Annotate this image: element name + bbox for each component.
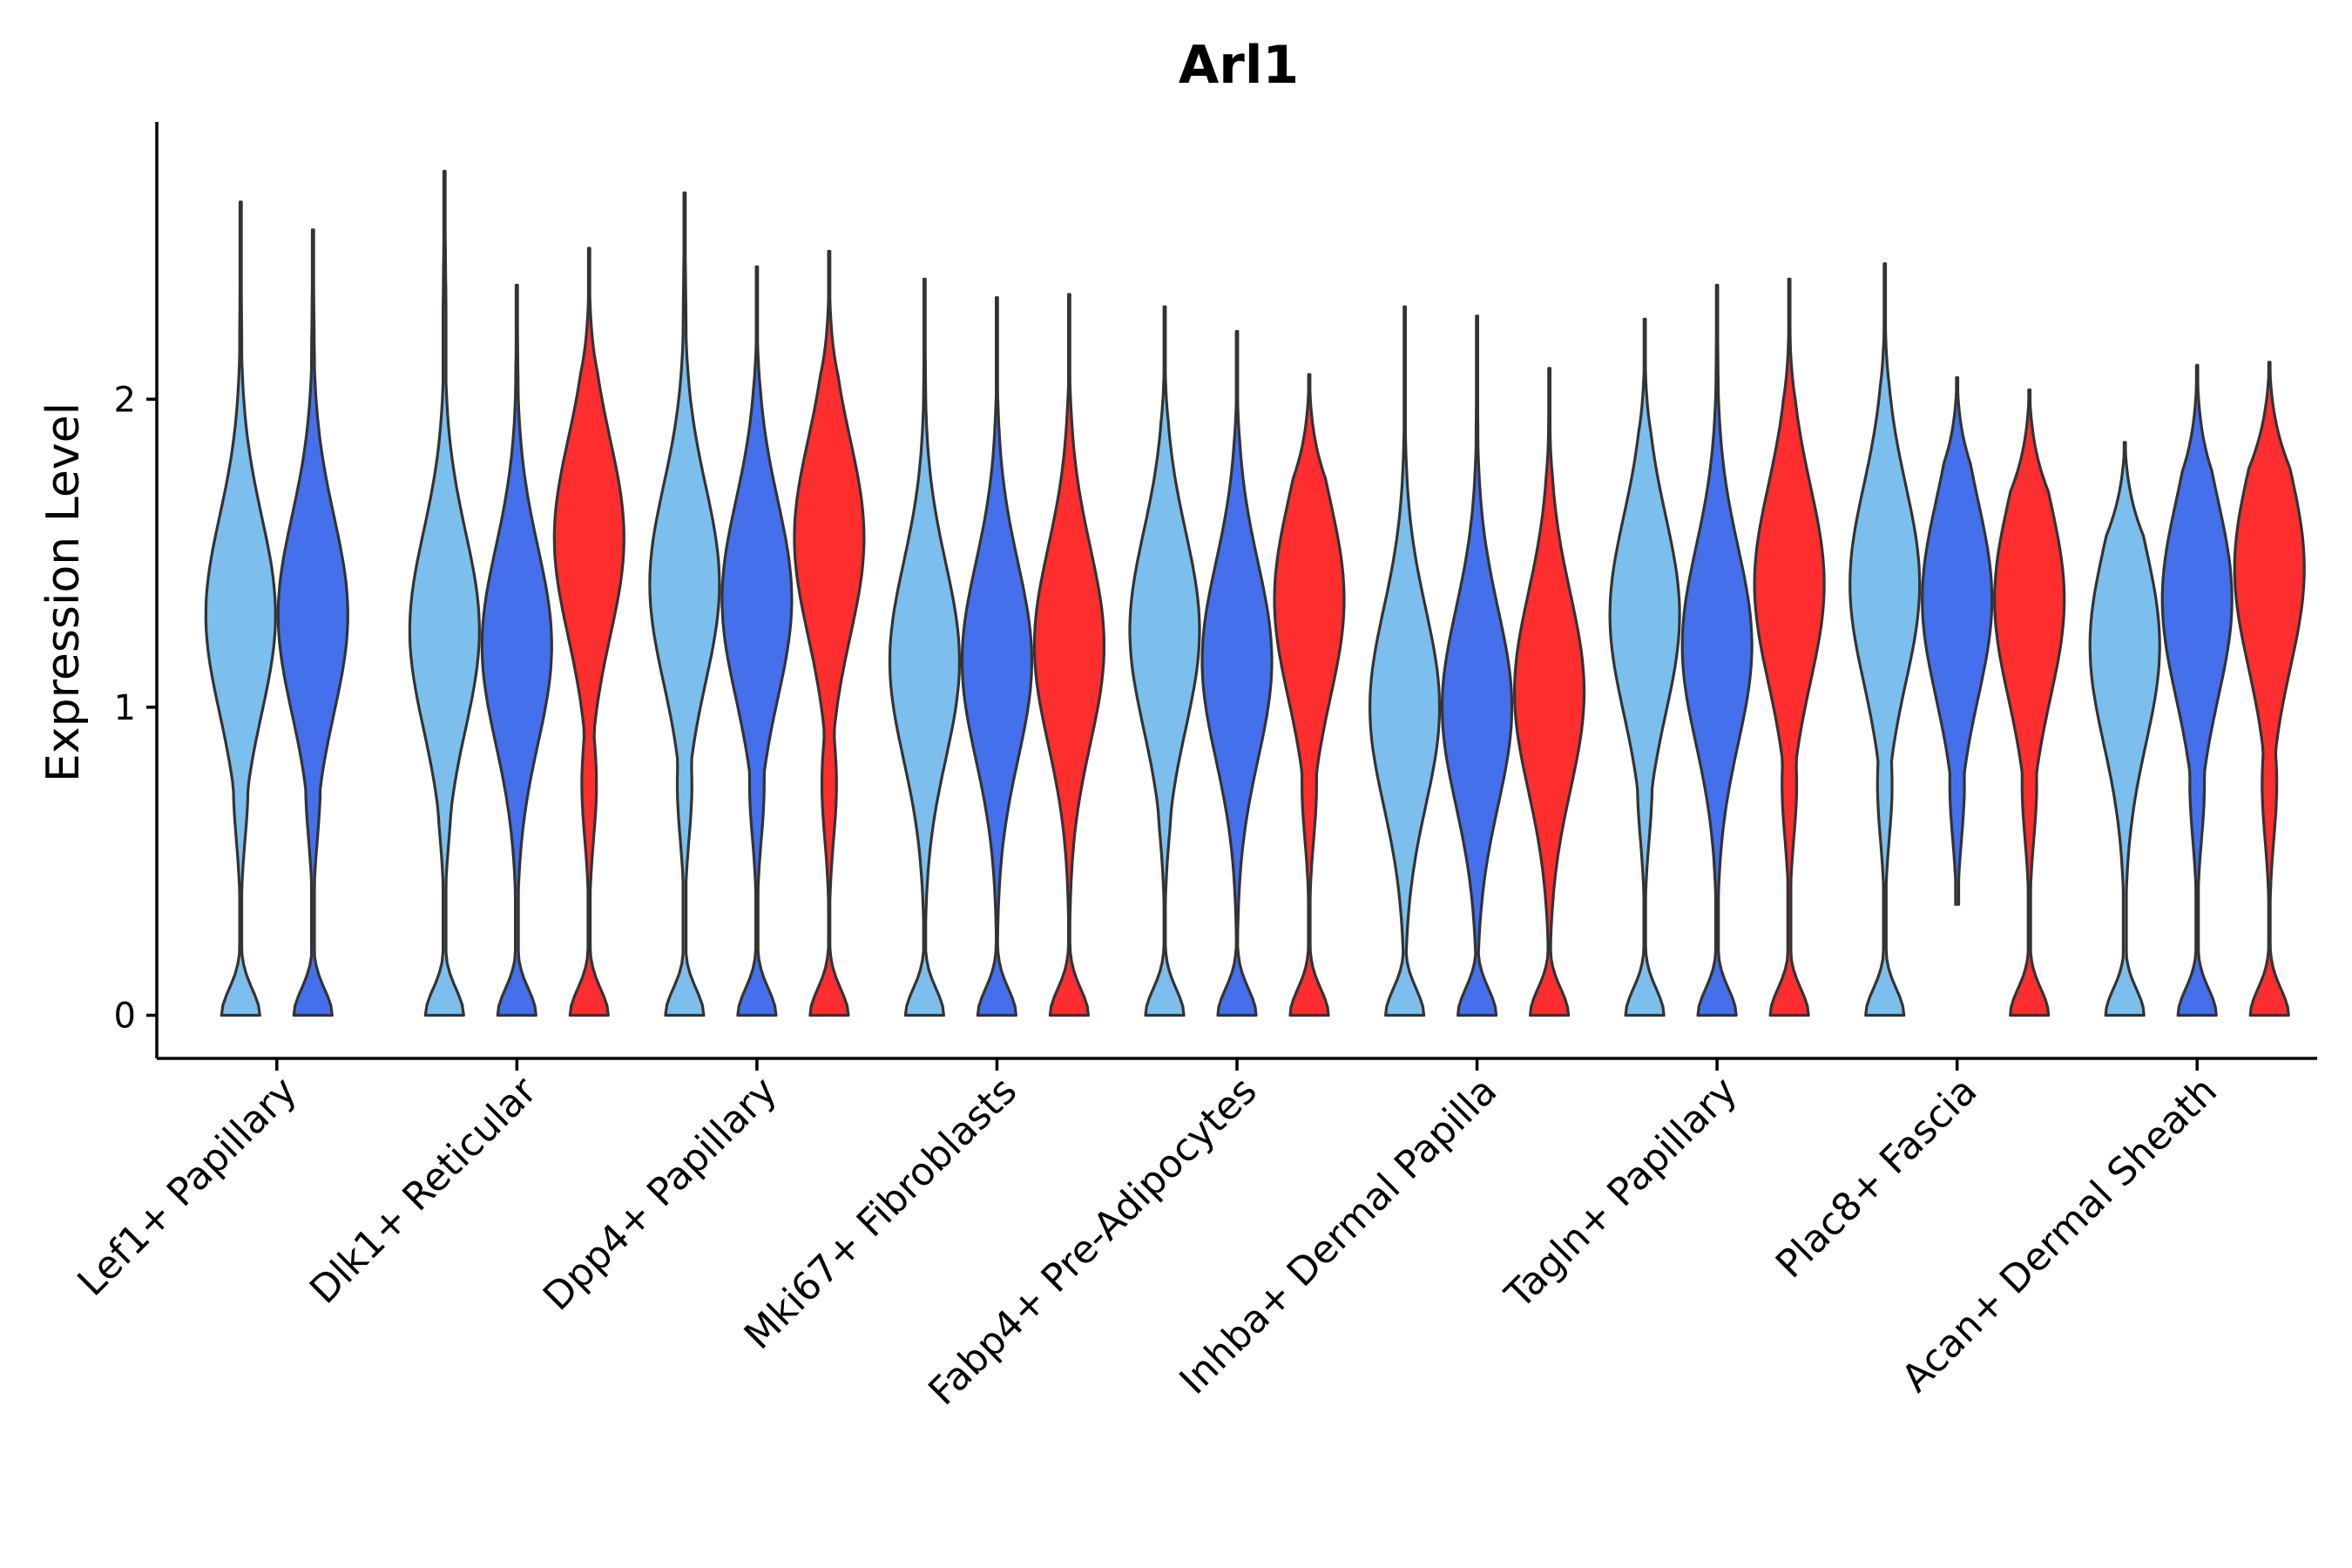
x-tick-label: Lef1+ Papillary [69, 1069, 305, 1305]
violin-3-0 [888, 277, 961, 1017]
chart-title: Arl1 [1179, 35, 1299, 96]
violin-7-2 [1993, 389, 2066, 1017]
violin-0-0 [204, 200, 277, 1017]
violin-1-0 [408, 170, 481, 1017]
violin-2-0 [648, 191, 721, 1017]
x-tick-label: Plac8+ Fascia [1767, 1069, 1986, 1288]
violin-8-0 [2088, 441, 2161, 1017]
x-tick-label: Mki67+ Fibroblasts [736, 1069, 1025, 1358]
violins-layer [204, 170, 2306, 1017]
x-tick-label: Tagln+ Papillary [1497, 1069, 1746, 1318]
violin-5-1 [1441, 314, 1514, 1017]
violin-3-1 [960, 296, 1033, 1017]
violin-3-2 [1032, 293, 1105, 1017]
violin-4-2 [1273, 373, 1346, 1017]
violin-1-2 [552, 247, 625, 1017]
violin-7-1 [1921, 375, 1994, 906]
x-tick-label: Dlk1+ Reticular [301, 1068, 546, 1313]
violin-4-0 [1128, 305, 1201, 1017]
violin-2-1 [720, 265, 794, 1017]
violin-6-1 [1680, 283, 1754, 1017]
violin-8-1 [2160, 363, 2234, 1017]
violin-8-2 [2233, 361, 2306, 1017]
violin-6-2 [1753, 277, 1826, 1017]
violin-5-0 [1369, 305, 1442, 1017]
violin-1-1 [480, 283, 553, 1017]
violin-6-0 [1608, 317, 1681, 1017]
y-tick-label: 2 [114, 380, 136, 420]
x-tick-label: Dpp4+ Papillary [535, 1069, 786, 1320]
violin-5-2 [1513, 367, 1586, 1017]
y-tick-label: 1 [114, 688, 136, 728]
y-ticks: 0 1 2 [114, 380, 157, 1036]
violin-0-1 [276, 228, 349, 1017]
violin-4-1 [1200, 329, 1274, 1017]
y-tick-label: 0 [114, 996, 136, 1036]
y-axis-label: Expression Level [37, 402, 90, 782]
violin-2-2 [793, 249, 866, 1017]
violin-7-0 [1848, 262, 1922, 1017]
